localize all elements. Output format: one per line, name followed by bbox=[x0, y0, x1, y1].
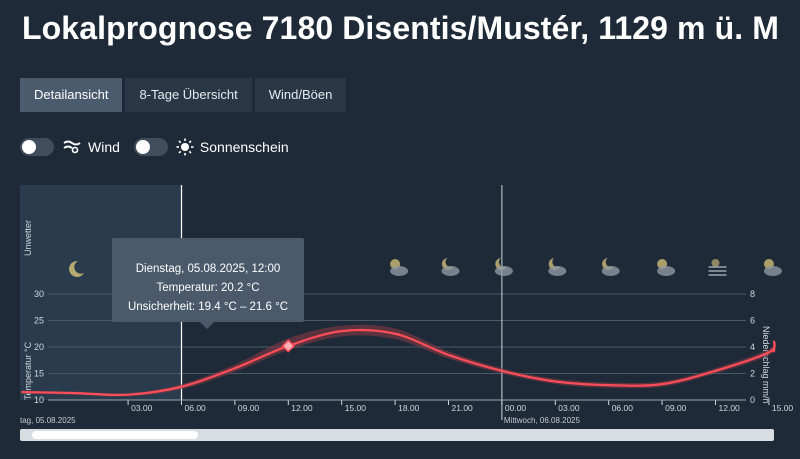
tab-8-tage-uebersicht[interactable]: 8-Tage Übersicht bbox=[125, 78, 252, 112]
y2-tick-label: 4 bbox=[750, 342, 755, 352]
y-tick-label: 30 bbox=[34, 289, 44, 299]
tab-detailansicht[interactable]: Detailansicht bbox=[20, 78, 123, 112]
moon-cloud-icon bbox=[441, 258, 460, 276]
chart-tooltip: Dienstag, 05.08.2025, 12:00 Temperatur: … bbox=[112, 238, 304, 329]
wind-toggle-label: Wind bbox=[88, 139, 120, 155]
x-tick-label: 15.00 bbox=[772, 403, 794, 413]
x-tick-label: 03.00 bbox=[558, 403, 580, 413]
x-tick-label: 00.00 bbox=[505, 403, 527, 413]
page-title: Lokalprognose 7180 Disentis/Mustér, 1129… bbox=[22, 10, 779, 46]
x-tick-label: 12.00 bbox=[719, 403, 741, 413]
sunshine-toggle[interactable] bbox=[133, 138, 168, 156]
layer-toggles: Wind Sonnenschein bbox=[20, 138, 303, 156]
sun-cloud-icon bbox=[390, 259, 409, 276]
x-tick-label: 06.00 bbox=[612, 403, 634, 413]
y2-tick-label: 6 bbox=[750, 316, 755, 326]
x-tick-label: 09.00 bbox=[238, 403, 260, 413]
y2-tick-label: 8 bbox=[750, 289, 755, 299]
x-tick-label: 21.00 bbox=[452, 403, 474, 413]
x-tick-label: 12.00 bbox=[291, 403, 313, 413]
x-tick-label: 09.00 bbox=[665, 403, 687, 413]
y-tick-label: 20 bbox=[34, 342, 44, 352]
haze-icon bbox=[708, 259, 727, 276]
sun-cloud-icon bbox=[763, 259, 782, 276]
sun-cloud-icon bbox=[657, 259, 676, 276]
moon-cloud-icon bbox=[601, 258, 620, 276]
day-label: Mittwoch, 06.08.2025 bbox=[504, 416, 581, 425]
y-tick-label: 15 bbox=[34, 369, 44, 379]
tooltip-arrow bbox=[200, 322, 214, 329]
x-tick-label: 06.00 bbox=[185, 403, 207, 413]
moon-cloud-icon bbox=[548, 258, 567, 276]
warning-row-label: Unwetter bbox=[23, 220, 33, 256]
moon-cloud-icon bbox=[494, 258, 513, 276]
selected-point-marker bbox=[281, 339, 296, 353]
view-tabs: Detailansicht 8-Tage Übersicht Wind/Böen bbox=[20, 78, 349, 112]
moon-icon bbox=[69, 260, 84, 277]
chart-scrollbar-thumb[interactable] bbox=[32, 431, 198, 439]
y2-tick-label: 0 bbox=[750, 395, 755, 405]
sunshine-toggle-label: Sonnenschein bbox=[199, 139, 289, 155]
toggle-knob bbox=[22, 140, 36, 154]
tab-wind-boeen[interactable]: Wind/Böen bbox=[254, 78, 347, 112]
sun-icon bbox=[176, 138, 194, 156]
x-tick-label: 15.00 bbox=[345, 403, 367, 413]
y-tick-label: 25 bbox=[34, 316, 44, 326]
x-tick-label: 18.00 bbox=[398, 403, 420, 413]
chart-scrollbar[interactable] bbox=[20, 429, 774, 441]
day-label: tag, 05.08.2025 bbox=[20, 416, 76, 425]
wind-toggle[interactable] bbox=[20, 138, 54, 156]
tooltip-temperature: Temperatur: 20.2 °C bbox=[156, 282, 260, 294]
y-axis-label: Temperatur °C bbox=[23, 341, 33, 400]
temperature-line bbox=[21, 328, 776, 397]
y2-tick-label: 2 bbox=[750, 369, 755, 379]
tooltip-datetime: Dienstag, 05.08.2025, 12:00 bbox=[135, 263, 281, 275]
tooltip-uncertainty: Unsicherheit: 19.4 °C – 21.6 °C bbox=[127, 301, 289, 313]
y-tick-label: 10 bbox=[34, 395, 44, 405]
toggle-knob bbox=[135, 140, 150, 154]
x-tick-label: 03.00 bbox=[131, 403, 153, 413]
y2-axis-label: Niederschlag mm/h bbox=[761, 326, 771, 404]
wind-icon bbox=[62, 139, 82, 155]
